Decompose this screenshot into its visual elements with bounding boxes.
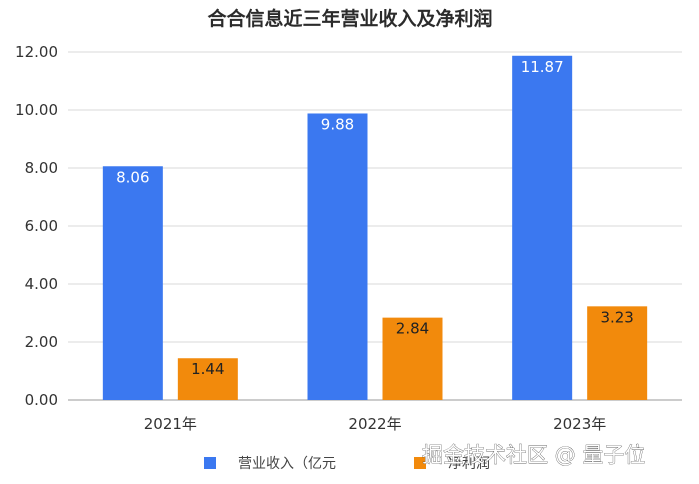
y-tick-label: 6.00 bbox=[25, 217, 58, 235]
bars bbox=[102, 55, 648, 401]
y-axis-ticks: 0.00 2.00 4.00 6.00 8.00 10.00 12.00 bbox=[15, 43, 58, 409]
data-label: 2.84 bbox=[396, 320, 429, 338]
data-label: 9.88 bbox=[321, 115, 354, 133]
data-label: 8.06 bbox=[116, 168, 149, 186]
data-labels: 8.06 1.44 9.88 2.84 11.87 3.23 bbox=[116, 58, 634, 378]
bar-net-profit bbox=[382, 317, 443, 400]
legend-swatch bbox=[204, 457, 216, 469]
x-category-label: 2023年 bbox=[553, 415, 606, 433]
data-label: 11.87 bbox=[521, 58, 564, 76]
data-label: 3.23 bbox=[600, 308, 633, 326]
bar-revenue bbox=[102, 166, 163, 400]
y-tick-label: 12.00 bbox=[15, 43, 58, 61]
y-tick-label: 0.00 bbox=[25, 391, 58, 409]
legend-label: 营业收入（亿元 bbox=[238, 456, 336, 472]
bar-revenue bbox=[512, 55, 573, 401]
bar-net-profit bbox=[177, 358, 238, 400]
x-category-label: 2022年 bbox=[348, 415, 401, 433]
y-tick-label: 8.00 bbox=[25, 159, 58, 177]
y-tick-label: 10.00 bbox=[15, 101, 58, 119]
legend-swatch bbox=[414, 457, 426, 469]
y-tick-label: 4.00 bbox=[25, 275, 58, 293]
bar-net-profit bbox=[587, 306, 648, 400]
data-label: 1.44 bbox=[191, 360, 224, 378]
watermark: 掘金技术社区 @ 量子位 bbox=[422, 443, 645, 467]
legend: 营业收入（亿元 净利润 bbox=[204, 456, 490, 472]
y-tick-label: 2.00 bbox=[25, 333, 58, 351]
chart-title: 合合信息近三年营业收入及净利润 bbox=[207, 7, 492, 30]
x-axis-categories: 2021年 2022年 2023年 bbox=[144, 415, 607, 433]
bar-revenue bbox=[307, 113, 368, 400]
gridlines bbox=[68, 51, 682, 401]
x-category-label: 2021年 bbox=[144, 415, 197, 433]
legend-label: 净利润 bbox=[448, 456, 490, 472]
